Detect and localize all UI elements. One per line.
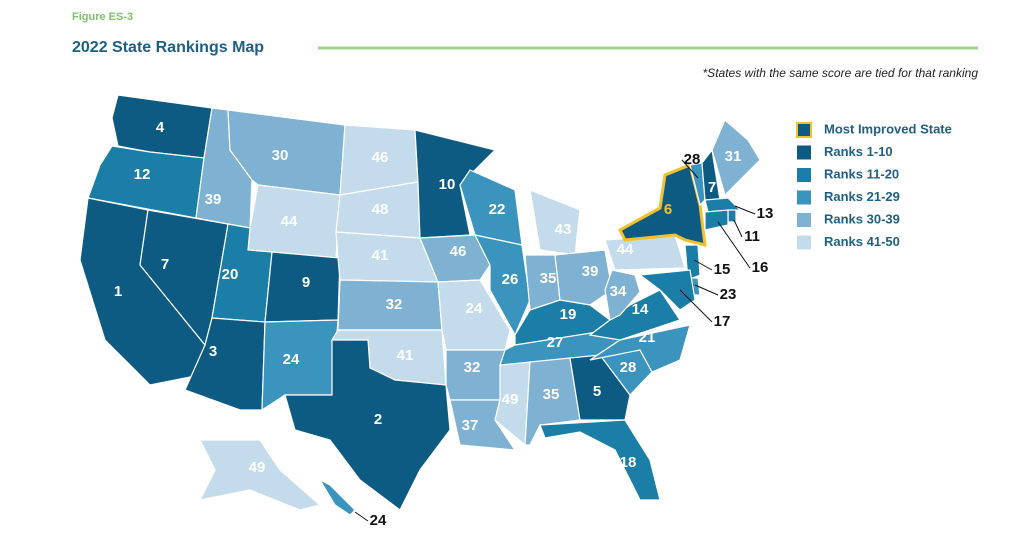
state-rank: 35 <box>540 270 557 287</box>
legend-swatch <box>797 168 811 182</box>
legend-swatch <box>797 213 811 227</box>
state-rank: 4 <box>156 119 165 136</box>
state-rank: 32 <box>386 296 403 313</box>
state <box>727 209 737 223</box>
title: 2022 State Rankings Map <box>72 39 264 56</box>
state-rank: 6 <box>664 201 672 218</box>
state-rank: 3 <box>209 343 217 360</box>
state-rank: 24 <box>370 512 387 529</box>
state-rank: 9 <box>302 274 310 291</box>
state-rank: 41 <box>372 247 389 264</box>
states: 4121739304420392446484132412104624323722… <box>79 94 774 529</box>
state-rank: 46 <box>372 149 389 166</box>
state-rank: 32 <box>464 359 481 376</box>
legend-label: Ranks 41-50 <box>824 234 900 249</box>
state <box>318 478 356 516</box>
legend-label: Ranks 21-29 <box>824 189 900 204</box>
state <box>704 209 729 231</box>
state-rank: 12 <box>134 166 151 183</box>
state-rank: 23 <box>720 286 737 303</box>
state <box>529 189 581 256</box>
legend-swatch <box>797 190 811 205</box>
state-rank: 13 <box>757 205 774 222</box>
note: *States with the same score are tied for… <box>703 66 979 80</box>
state-rank: 37 <box>462 417 479 434</box>
state-rank: 24 <box>466 300 483 317</box>
state-rank: 20 <box>222 266 239 283</box>
callout-line <box>679 289 713 323</box>
state-rank: 49 <box>249 459 266 476</box>
state <box>449 399 517 451</box>
state <box>704 197 742 213</box>
state-rank: 39 <box>205 191 222 208</box>
state-rank: 14 <box>632 301 649 318</box>
state-rank: 41 <box>397 347 414 364</box>
state <box>494 361 531 447</box>
figure-label: Figure ES-3 <box>72 11 133 23</box>
state-rank: 7 <box>161 256 169 273</box>
state-rank: 5 <box>593 383 601 400</box>
state-rank: 11 <box>744 228 760 245</box>
state-rank: 7 <box>708 179 716 196</box>
legend-label: Ranks 30-39 <box>824 211 900 226</box>
state-rank: 26 <box>502 271 519 288</box>
state-rank: 39 <box>582 263 599 280</box>
legend-swatch <box>797 145 811 160</box>
state-rank: 46 <box>450 243 467 260</box>
state-rank: 16 <box>752 259 769 276</box>
legend-label: Ranks 11-20 <box>824 166 899 181</box>
state-rank: 49 <box>502 391 519 408</box>
state <box>554 249 613 306</box>
state-rank: 10 <box>439 176 456 193</box>
state-rank: 1 <box>114 283 122 300</box>
state <box>284 339 451 511</box>
callout-line <box>693 259 713 271</box>
callout-line <box>354 511 369 522</box>
legend: Most Improved State Ranks 1-10 Ranks 11-20… <box>796 121 952 250</box>
state-rank: 19 <box>560 306 577 323</box>
callout-line <box>717 221 751 269</box>
state-rank: 48 <box>372 201 389 218</box>
state-rank: 44 <box>617 241 634 258</box>
state-rank: 30 <box>272 147 289 164</box>
callout-line <box>734 205 756 215</box>
legend-swatch <box>797 235 811 250</box>
state <box>638 269 696 311</box>
state-rank: 44 <box>281 213 298 230</box>
state <box>604 269 641 321</box>
state-rank: 34 <box>610 283 627 300</box>
legend-label: Ranks 1-10 <box>824 144 893 159</box>
state-rank: 2 <box>374 411 382 428</box>
state-rank: 43 <box>555 221 572 238</box>
state <box>539 419 661 501</box>
state <box>618 162 707 247</box>
legend-label: Most Improved State <box>824 121 952 136</box>
state-rank: 15 <box>714 261 731 278</box>
state-rank: 21 <box>639 329 656 346</box>
state <box>711 119 761 197</box>
state <box>569 354 631 421</box>
state-rank: 17 <box>714 313 731 330</box>
state-rank: 24 <box>283 351 300 368</box>
state-rank: 22 <box>489 201 506 218</box>
state <box>419 234 491 283</box>
state-rank: 28 <box>684 151 701 168</box>
callout-line <box>694 284 719 296</box>
state <box>198 439 322 511</box>
state-rank: 31 <box>725 148 742 165</box>
state-rank: 28 <box>620 359 637 376</box>
state-rank: 27 <box>547 334 564 351</box>
callout-line <box>681 159 699 179</box>
state-rank: 18 <box>620 454 637 471</box>
callout-line <box>733 219 743 238</box>
legend-swatch <box>796 122 812 138</box>
state-rank: 35 <box>543 386 560 403</box>
